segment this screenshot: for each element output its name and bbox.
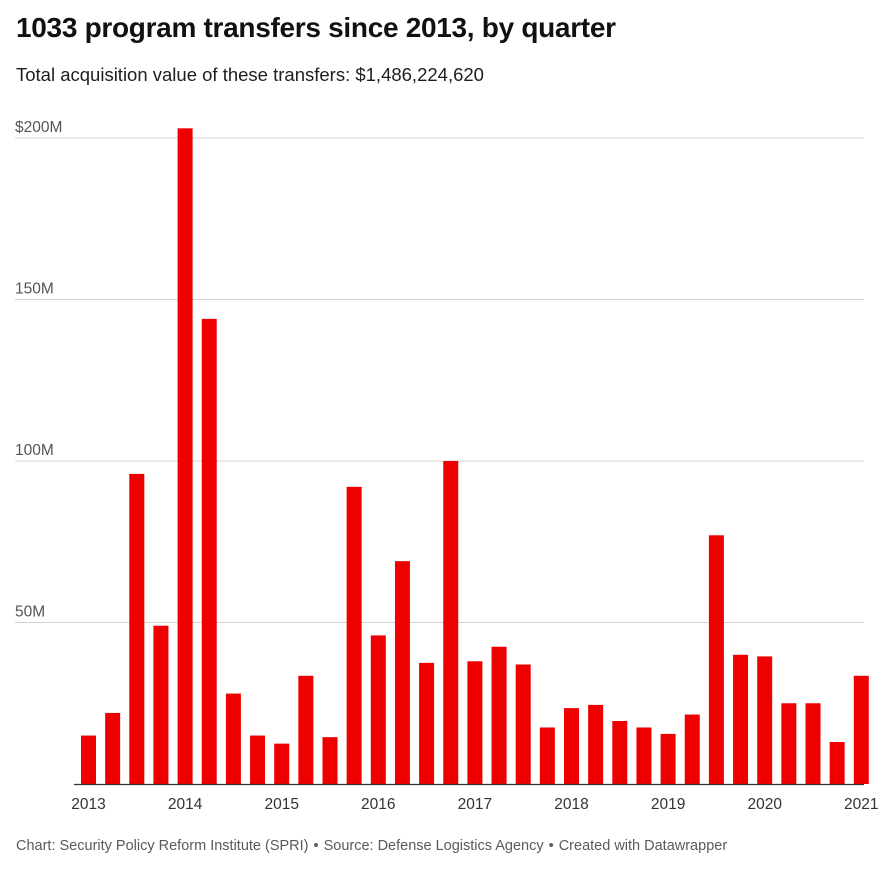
bar: 2017 Q4 [539,727,555,784]
bar: 2020 Q4 [829,742,845,784]
bar: 2018 Q2 [588,704,604,784]
bar: 2019 Q1 [660,733,676,784]
footer-credit: Chart: Security Policy Reform Institute … [16,838,309,854]
x-tick-label: 2016 [361,796,395,813]
x-tick-label: 2014 [168,796,203,813]
x-tick-label: 2018 [554,796,588,813]
y-tick-label: 150M [15,281,54,298]
bar: 2014 Q2 [201,318,217,784]
bar: 2019 Q2 [684,714,700,784]
bar: 2014 Q1 [177,128,193,784]
bar: 2016 Q3 [419,662,435,785]
x-tick-label: 2015 [264,796,298,813]
bar: 2020 Q3 [805,703,821,784]
axes: $200M 150M 100M 50M 2013 2014 2015 2016 2017 2018… [15,119,879,813]
bar: 2016 Q2 [394,561,410,784]
bar: 2015 Q2 [298,675,314,784]
x-tick-label: 2017 [458,796,492,813]
footer: Chart: Security Policy Reform Institute … [16,838,727,854]
bar: 2015 Q1 [274,743,290,785]
bar: 2018 Q4 [636,727,652,784]
bar: 2019 Q3 [708,535,724,784]
x-tick-label: 2013 [71,796,105,813]
x-tick-label: 2019 [651,796,685,813]
x-tick-label: 2021 [844,796,878,813]
footer-tool: Created with Datawrapper [558,838,728,854]
bar: 2017 Q2 [491,646,507,784]
bar: 2015 Q4 [346,486,362,784]
footer-separator: • [548,838,554,854]
bar: 2016 Q4 [443,461,459,784]
bar: 2013 Q3 [129,473,145,784]
y-tick-label: 100M [15,442,54,459]
bar: 2017 Q1 [467,661,483,784]
footer-source: Source: Defense Logistics Agency [323,838,544,854]
bars: 2013 Q1 2013 Q2 2013 Q3 2013 Q4 2014 Q1 2014 … [81,128,869,785]
bar: 2017 Q3 [515,664,531,784]
bar: 2015 Q3 [322,737,338,784]
y-tick-label: $200M [15,119,62,136]
chart-subtitle: Total acquisition value of these transfe… [16,64,484,85]
bar: 2014 Q3 [225,693,241,784]
chart-title: 1033 program transfers since 2013, by qu… [16,12,616,43]
bar: 2014 Q4 [250,735,266,784]
bar: 2016 Q1 [370,635,386,784]
bar: 2013 Q4 [153,625,169,784]
bar: 2021 Q1 [853,675,869,784]
y-tick-label: 50M [15,604,45,621]
bar: 2020 Q1 [757,656,773,784]
footer-separator: • [313,838,319,854]
x-tick-label: 2020 [747,796,782,813]
bar: 2020 Q2 [781,703,797,784]
bar: 2019 Q4 [733,654,749,784]
bar: 2018 Q3 [612,721,628,784]
bar: 2018 Q1 [564,708,579,784]
bar-chart: 2013 Q1 2013 Q2 2013 Q3 2013 Q4 2014 Q1 2014 … [15,119,879,813]
bar: 2013 Q1 [81,735,96,784]
bar: 2013 Q2 [105,712,121,784]
